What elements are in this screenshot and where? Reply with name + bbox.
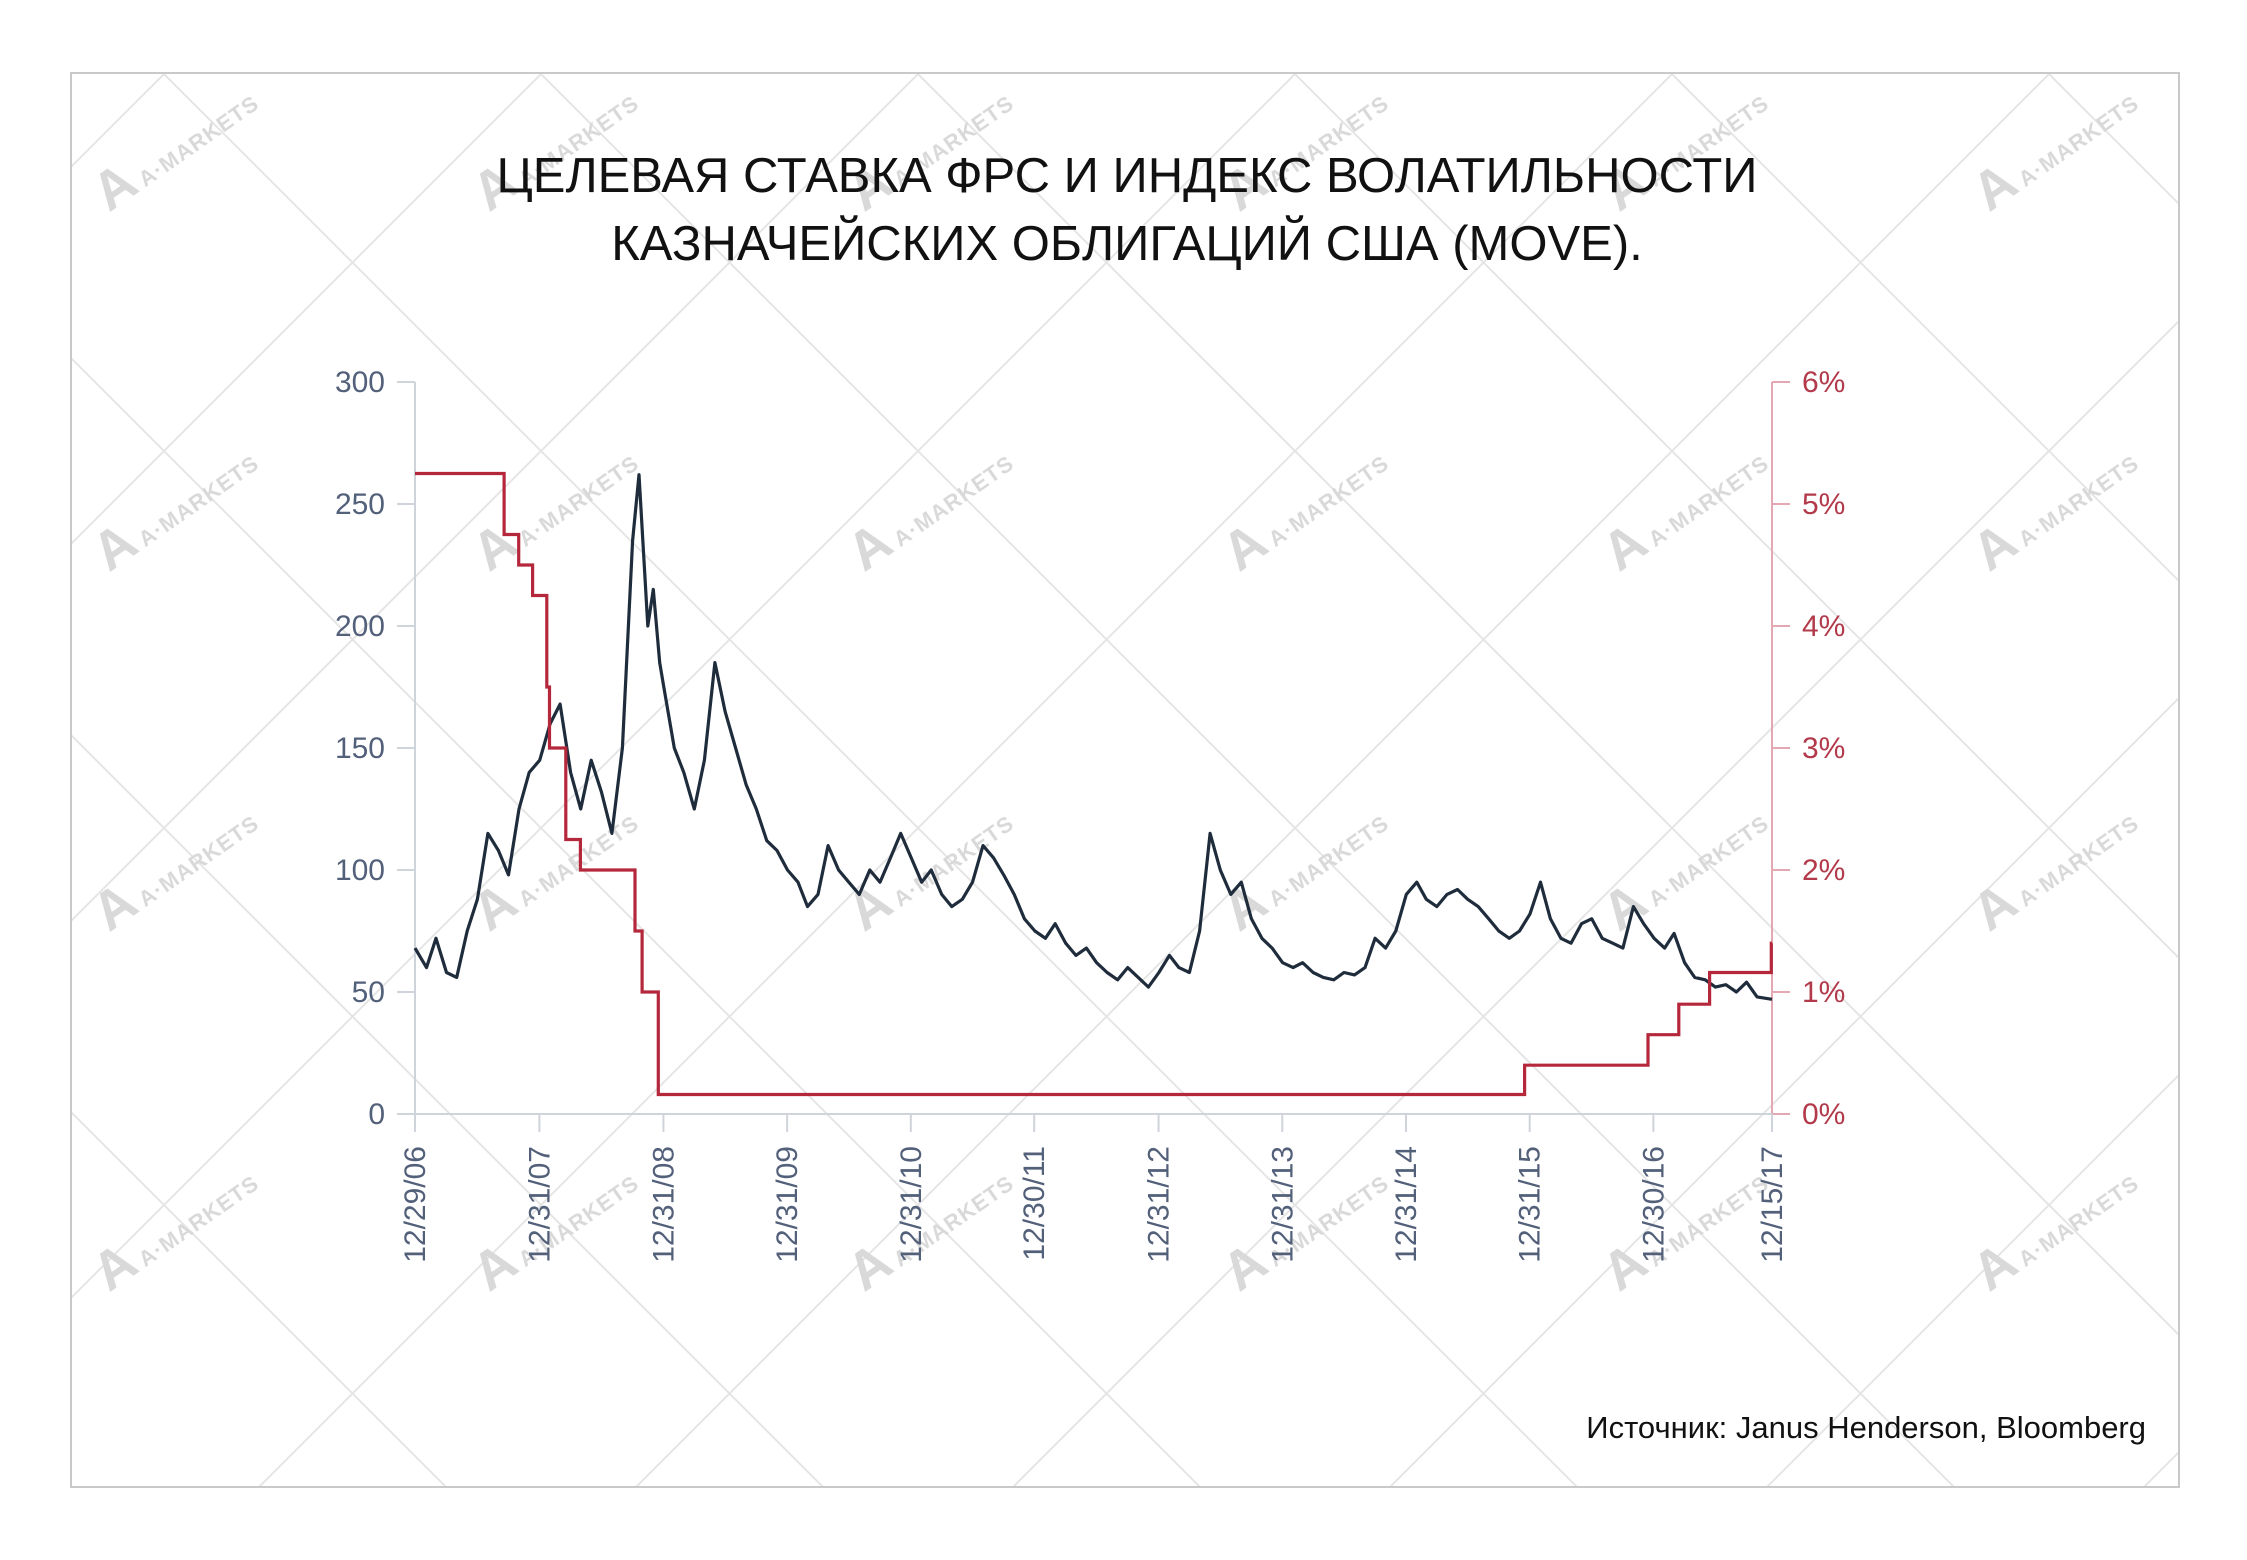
- right-tick-label: 3%: [1802, 732, 1845, 765]
- right-tick-label: 6%: [1802, 366, 1845, 399]
- x-tick-label: 12/31/15: [1514, 1146, 1547, 1263]
- lattice-line: [72, 74, 542, 545]
- right-tick-label: 1%: [1802, 976, 1845, 1009]
- x-tick-label: 12/31/09: [771, 1146, 804, 1263]
- lattice-line: [1671, 74, 2178, 582]
- x-tick-label: 12/15/17: [1756, 1146, 1789, 1263]
- x-tick-label: 12/31/10: [895, 1146, 928, 1263]
- x-tick-label: 12/31/13: [1266, 1146, 1299, 1263]
- lattice-line: [72, 74, 919, 922]
- lattice-line: [72, 357, 1201, 1486]
- lattice-line: [1294, 74, 2178, 959]
- lattice-line: [163, 74, 1578, 1486]
- chart-svg: 0 50 100 150 200 250 300 0% 1% 2% 3% 4% 5% 6% 12/29/06…: [335, 366, 1845, 1263]
- left-tick-label: 150: [335, 732, 385, 765]
- lattice-line: [635, 74, 2050, 1486]
- x-tick-label: 12/30/11: [1018, 1146, 1051, 1261]
- move-index-line: [413, 473, 1773, 1001]
- left-tick-label: 100: [335, 854, 385, 887]
- chart-frame: AA·MARKETS AA·MARKETS AA·MARKETS AA·MARKETS…: [70, 72, 2180, 1488]
- lattice-line: [540, 74, 1955, 1486]
- lattice-line: [72, 1111, 447, 1486]
- left-tick-label: 200: [335, 610, 385, 643]
- chart-title: ЦЕЛЕВАЯ СТАВКА ФРС И ИНДЕКС ВОЛАТИЛЬНОСТ…: [496, 149, 1758, 271]
- left-tick-label: 300: [335, 366, 385, 399]
- lattice-line: [72, 734, 824, 1486]
- right-tick-label: 0%: [1802, 1098, 1845, 1131]
- lattice-line: [917, 74, 2178, 1336]
- lattice-line: [1766, 1074, 2178, 1486]
- lattice-line: [1012, 320, 2178, 1486]
- right-tick-label: 4%: [1802, 610, 1845, 643]
- x-tick-label: 12/31/14: [1390, 1146, 1423, 1263]
- right-tick-label: 5%: [1802, 488, 1845, 521]
- left-tick-label: 0: [368, 1098, 385, 1131]
- x-tick-label: 12/31/08: [647, 1146, 680, 1263]
- left-tick-label: 50: [352, 976, 385, 1009]
- left-tick-label: 250: [335, 488, 385, 521]
- x-tick-label: 12/31/12: [1143, 1146, 1176, 1263]
- source-note: Источник: Janus Henderson, Bloomberg: [1586, 1410, 2146, 1445]
- x-tick-label: 12/31/07: [523, 1146, 556, 1263]
- lattice-line: [258, 74, 1673, 1486]
- lattice-line: [1389, 697, 2178, 1486]
- fed-rate-line: [415, 471, 1773, 1097]
- x-tick-label: 12/29/06: [399, 1146, 432, 1263]
- right-tick-label: 2%: [1802, 854, 1845, 887]
- x-tick-label: 12/30/16: [1637, 1146, 1670, 1263]
- background-lattice: [72, 74, 2178, 1486]
